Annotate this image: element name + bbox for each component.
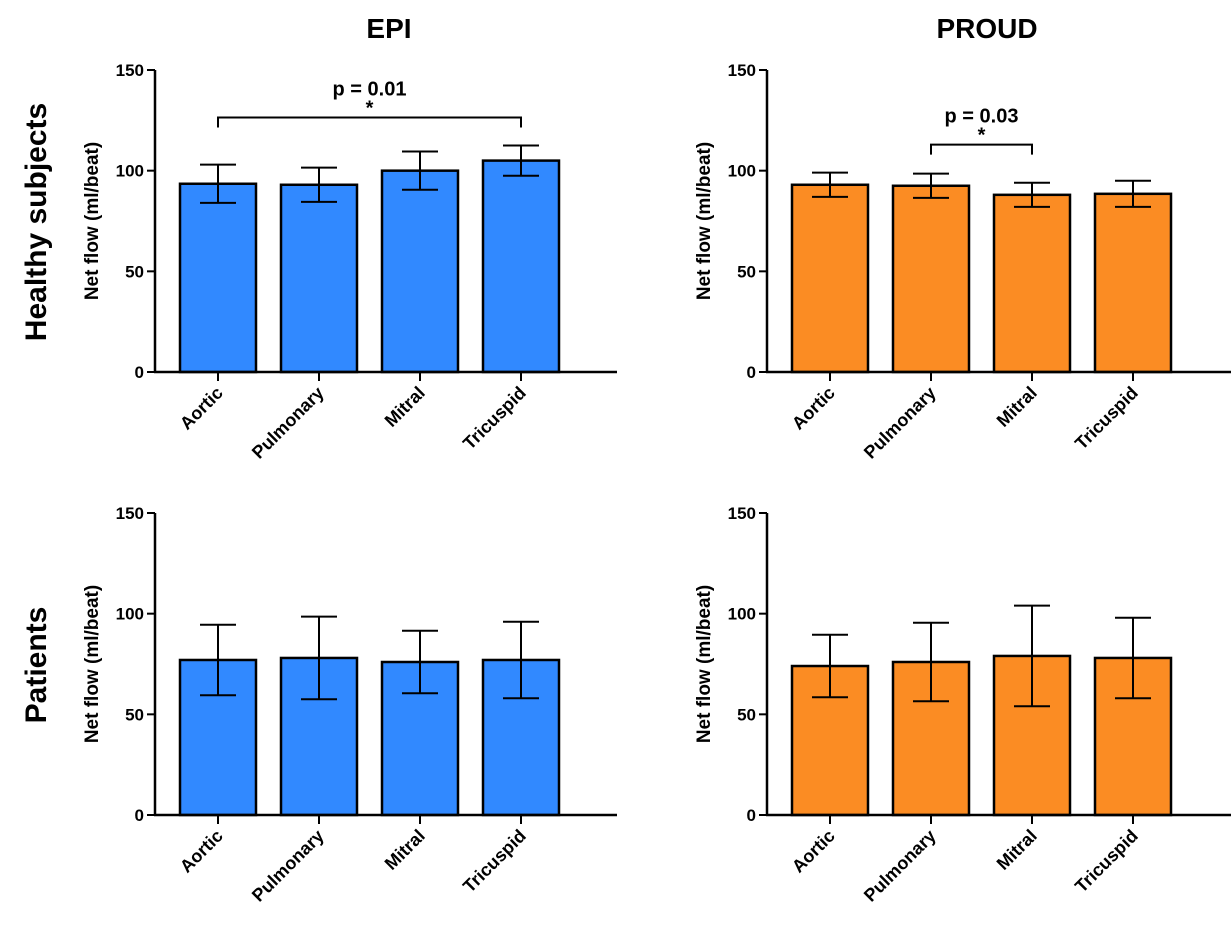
significance-star: * [366,98,374,120]
y-tick-label: 0 [135,806,144,825]
y-axis-label: Net flow (ml/beat) [694,585,715,743]
x-tick-label-mitral: Mitral [993,826,1041,874]
x-tick-label-mitral: Mitral [993,383,1041,431]
x-tick-label-tricuspid: Tricuspid [1071,826,1142,897]
row-label-patients: Patients [20,607,53,724]
panel-proud-patients: Net flow (ml/beat) 0 50 100 150 Aortic Pulmona… [694,504,1231,906]
bar-mitral [380,169,460,374]
y-tick-label: 100 [728,162,756,181]
y-tick-label: 100 [728,605,756,624]
y-axis-label: Net flow (ml/beat) [694,142,715,300]
x-tick-label-aortic: Aortic [788,826,839,877]
y-axis-label: Net flow (ml/beat) [82,142,103,300]
panel-epi-healthy: Net flow (ml/beat) 0 50 100 150 Aortic Pulmona… [82,61,617,463]
p-value-label: p = 0.03 [945,106,1019,128]
x-tick-label-tricuspid: Tricuspid [459,383,530,454]
x-tick-label-tricuspid: Tricuspid [1071,383,1142,454]
y-tick-label: 150 [116,61,144,80]
bar-pulmonary [891,184,971,374]
x-tick-label-pulmonary: Pulmonary [248,826,328,906]
significance-bracket [217,116,522,128]
bar-mitral [992,193,1072,374]
x-tick-label-aortic: Aortic [788,383,839,434]
y-tick-label: 150 [116,504,144,523]
x-tick-label-tricuspid: Tricuspid [459,826,530,897]
bar-aortic [790,183,870,374]
y-tick-label: 0 [747,363,756,382]
y-tick-label: 50 [737,705,756,724]
column-title-proud: PROUD [936,13,1037,44]
x-tick-label-pulmonary: Pulmonary [860,383,940,463]
y-tick-label: 50 [737,262,756,281]
panel-epi-patients: Net flow (ml/beat) 0 50 100 150 Aortic Pulmona… [82,504,617,906]
x-tick-label-pulmonary: Pulmonary [248,383,328,463]
y-axis-label: Net flow (ml/beat) [82,585,103,743]
x-tick-label-aortic: Aortic [176,383,227,434]
x-tick-label-pulmonary: Pulmonary [860,826,940,906]
significance-bracket [930,143,1033,155]
column-title-epi: EPI [366,13,411,44]
y-tick-label: 100 [116,162,144,181]
x-tick-label-mitral: Mitral [381,383,429,431]
row-label-healthy: Healthy subjects [20,103,53,341]
bar-tricuspid [1093,192,1173,374]
panels: Net flow (ml/beat) 0 50 100 150 Aortic Pulmona… [82,61,1231,906]
y-tick-label: 50 [125,262,144,281]
panel-proud-healthy: Net flow (ml/beat) 0 50 100 150 Aortic Pulmona… [694,61,1231,463]
y-tick-label: 150 [728,61,756,80]
y-tick-label: 100 [116,605,144,624]
y-tick-label: 50 [125,705,144,724]
bar-pulmonary [279,183,359,374]
bar-tricuspid [481,159,561,374]
p-value-label: p = 0.01 [333,79,407,101]
x-tick-label-mitral: Mitral [381,826,429,874]
y-tick-label: 0 [135,363,144,382]
y-tick-label: 150 [728,504,756,523]
bar-aortic [178,182,258,374]
significance-star: * [978,125,986,147]
x-tick-label-aortic: Aortic [176,826,227,877]
y-tick-label: 0 [747,806,756,825]
